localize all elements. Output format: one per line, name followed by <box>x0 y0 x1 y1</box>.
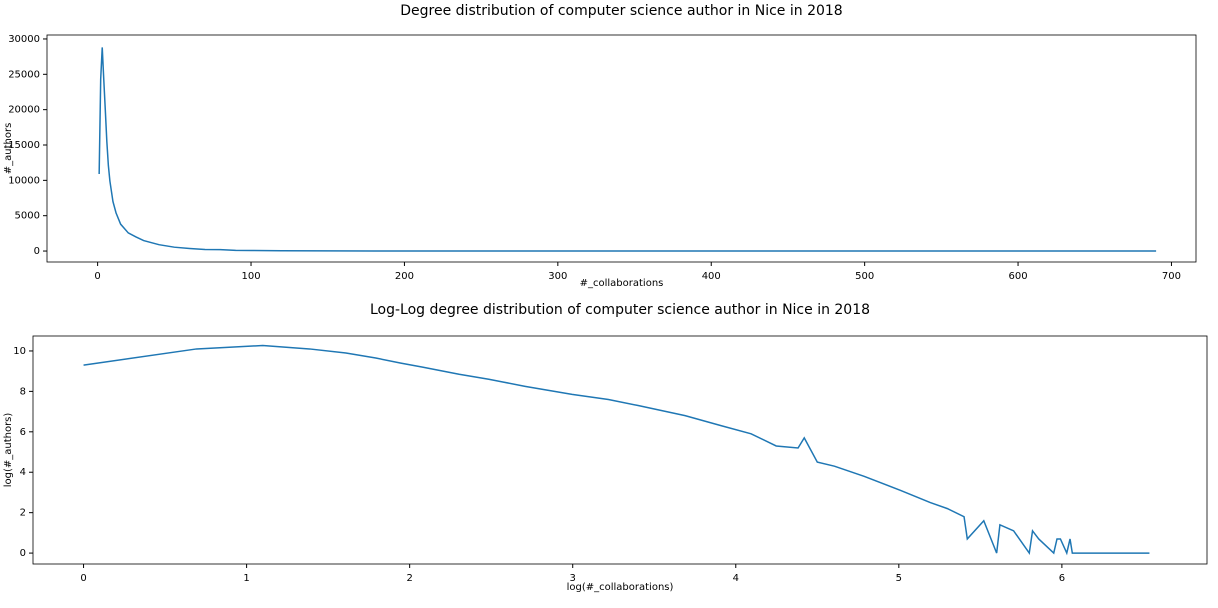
y-axis-label: log(#_authors) <box>3 413 14 488</box>
x-tick-label: 5 <box>896 573 902 584</box>
chart-title: Log-Log degree distribution of computer … <box>370 302 870 318</box>
y-tick-label: 30000 <box>8 34 40 45</box>
plot-frame <box>46 34 1197 263</box>
x-tick-label: 6 <box>1059 573 1065 584</box>
y-tick-label: 20000 <box>8 105 40 116</box>
y-tick-label: 5000 <box>15 211 40 222</box>
y-axis-label: #_authors <box>3 123 14 175</box>
plot-frame <box>32 335 1208 565</box>
x-tick-label: 600 <box>1009 271 1028 282</box>
x-tick-label: 3 <box>570 573 576 584</box>
x-tick-label: 2 <box>406 573 412 584</box>
y-tick-label: 10000 <box>8 175 40 186</box>
y-tick-label: 10 <box>13 346 26 357</box>
y-tick-label: 2 <box>20 508 26 519</box>
x-axis-label: #_collaborations <box>580 278 664 289</box>
y-tick-label: 6 <box>20 427 26 438</box>
x-tick-label: 0 <box>80 573 86 584</box>
x-tick-label: 700 <box>1162 271 1181 282</box>
x-tick-label: 500 <box>855 271 874 282</box>
data-line <box>83 344 1150 556</box>
y-tick-label: 4 <box>20 467 26 478</box>
data-line <box>98 47 1157 252</box>
x-tick-label: 100 <box>241 271 260 282</box>
x-tick-label: 400 <box>702 271 721 282</box>
x-tick-label: 0 <box>94 271 100 282</box>
y-tick-label: 0 <box>34 246 40 257</box>
x-tick-label: 300 <box>548 271 567 282</box>
x-axis-label: log(#_collaborations) <box>567 582 674 593</box>
y-tick-label: 25000 <box>8 69 40 80</box>
x-tick-label: 4 <box>733 573 739 584</box>
chart-title: Degree distribution of computer science … <box>400 3 842 19</box>
y-tick-label: 0 <box>20 548 26 559</box>
x-tick-label: 200 <box>395 271 414 282</box>
y-tick-label: 8 <box>20 386 26 397</box>
y-tick-label: 15000 <box>8 140 40 151</box>
x-tick-label: 1 <box>243 573 249 584</box>
